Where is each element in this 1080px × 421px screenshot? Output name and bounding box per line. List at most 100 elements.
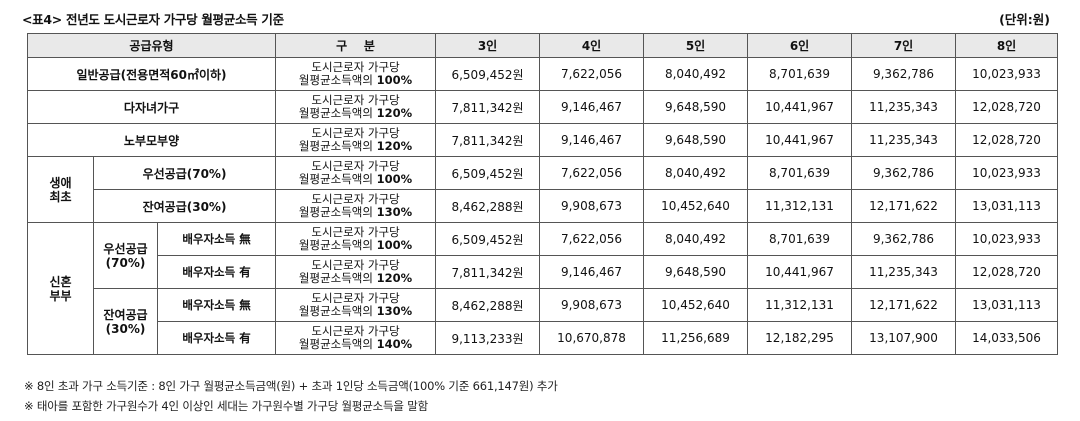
- table-row: 배우자소득 有 도시근로자 가구당 월평균소득액의 120% 7,811,342원 9,…: [28, 255, 1059, 289]
- value-cell: 8,040,492: [643, 222, 749, 256]
- value-cell: 8,462,288원: [435, 288, 541, 322]
- value-cell: 12,028,720: [955, 123, 1059, 157]
- subgroup-label: 우선공급(70%): [103, 241, 148, 270]
- value-cell: 8,701,639: [747, 156, 853, 190]
- value-cell: 11,256,689: [643, 321, 749, 355]
- spouse-income-label: 배우자소득 無: [156, 288, 277, 322]
- table-title: <표4> 전년도 도시근로자 가구당 월평균소득 기준: [22, 12, 284, 27]
- value-cell: 6,509,452원: [435, 156, 541, 190]
- row-label: 노부모부양: [26, 123, 277, 157]
- group-first-life: 생애최초: [27, 156, 94, 223]
- income-standard-cell: 도시근로자 가구당 월평균소득액의 100%: [275, 222, 437, 256]
- table-row: 생애최초 우선공급(70%) 도시근로자 가구당 월평균소득액의 100% 6,509,…: [27, 156, 1059, 223]
- standard-line-1: 도시근로자 가구당: [311, 225, 400, 239]
- value-cell: 9,146,467: [539, 90, 645, 124]
- standard-line-1: 도시근로자 가구당: [311, 159, 400, 173]
- subgroup-priority: 우선공급(70%): [93, 222, 158, 289]
- standard-line-2: 월평균소득액의 130%: [277, 205, 435, 219]
- group-label: 신혼부부: [49, 274, 72, 303]
- spouse-income-label: 배우자소득 有: [156, 321, 277, 355]
- row-label: 잔여공급(30%): [92, 189, 277, 223]
- value-cell: 13,031,113: [955, 189, 1059, 223]
- value-cell: 9,648,590: [643, 90, 749, 124]
- table-row: 다자녀가구 도시근로자 가구당 월평균소득액의 120% 7,811,342원 9,14…: [26, 90, 1059, 124]
- value-cell: 10,441,967: [747, 90, 853, 124]
- standard-line-2: 월평균소득액의 100%: [277, 73, 435, 87]
- row-label: 일반공급(전용면적60㎡이하): [26, 57, 277, 91]
- standard-mid: 월평균소득액의: [298, 337, 373, 351]
- value-cell: 10,452,640: [643, 288, 749, 322]
- value-cell: 7,622,056: [539, 156, 645, 190]
- standard-mid: 월평균소득액의: [298, 139, 373, 153]
- standard-line-1: 도시근로자 가구당: [311, 324, 400, 338]
- value-cell: 10,670,878: [539, 321, 645, 355]
- value-cell: 10,023,933: [955, 156, 1059, 190]
- value-cell: 9,908,673: [539, 288, 645, 322]
- value-cell: 12,028,720: [955, 255, 1059, 289]
- value-cell: 12,171,622: [851, 189, 957, 223]
- standard-mid: 월평균소득액의: [298, 238, 373, 252]
- footnote-1: ※ 8인 초과 가구 소득기준 : 8인 가구 월평균소득금액(원) + 초과 …: [24, 379, 558, 393]
- standard-percent: 100%: [376, 73, 413, 87]
- standard-line-1: 도시근로자 가구당: [311, 126, 400, 140]
- header-row: 공급유형 구 분 3인 4인 5인 6인 7인 8인: [26, 33, 1059, 58]
- header-col-5: 5인: [643, 33, 749, 58]
- standard-line-2: 월평균소득액의 100%: [277, 172, 435, 186]
- income-standard-table: 공급유형 구 분 3인 4인 5인 6인 7인 8인 일반공급(전용면적60㎡이…: [26, 33, 1059, 355]
- standard-percent: 120%: [376, 106, 413, 120]
- standard-percent: 130%: [376, 304, 413, 318]
- standard-mid: 월평균소득액의: [298, 205, 373, 219]
- unit-label: (단위:원): [999, 12, 1050, 27]
- standard-percent: 100%: [376, 172, 413, 186]
- standard-percent: 120%: [376, 271, 413, 285]
- income-standard-cell: 도시근로자 가구당 월평균소득액의 120%: [275, 90, 437, 124]
- value-cell: 13,107,900: [851, 321, 957, 355]
- header-col-7: 7인: [851, 33, 957, 58]
- standard-line-2: 월평균소득액의 140%: [277, 337, 435, 351]
- value-cell: 10,023,933: [955, 222, 1059, 256]
- value-cell: 7,622,056: [539, 222, 645, 256]
- group-newlywed: 신혼부부: [27, 222, 94, 355]
- header-col-3: 3인: [435, 33, 541, 58]
- standard-line-1: 도시근로자 가구당: [311, 60, 400, 74]
- income-standard-cell: 도시근로자 가구당 월평균소득액의 140%: [275, 321, 437, 355]
- standard-line-2: 월평균소득액의 100%: [277, 238, 435, 252]
- value-cell: 9,362,786: [851, 222, 957, 256]
- standard-percent: 120%: [376, 139, 413, 153]
- income-standard-cell: 도시근로자 가구당 월평균소득액의 120%: [275, 255, 437, 289]
- standard-percent: 100%: [376, 238, 413, 252]
- value-cell: 6,509,452원: [435, 222, 541, 256]
- value-cell: 9,362,786: [851, 156, 957, 190]
- table-row: 배우자소득 有 도시근로자 가구당 월평균소득액의 140% 9,113,233원 10…: [28, 321, 1059, 355]
- value-cell: 11,235,343: [851, 123, 957, 157]
- value-cell: 10,441,967: [747, 255, 853, 289]
- standard-line-1: 도시근로자 가구당: [311, 291, 400, 305]
- standard-percent: 130%: [376, 205, 413, 219]
- value-cell: 9,908,673: [539, 189, 645, 223]
- income-standard-cell: 도시근로자 가구당 월평균소득액의 100%: [275, 156, 437, 190]
- row-label: 우선공급(70%): [92, 156, 277, 190]
- spouse-income-label: 배우자소득 有: [156, 255, 277, 289]
- standard-line-1: 도시근로자 가구당: [311, 258, 400, 272]
- value-cell: 11,235,343: [851, 255, 957, 289]
- value-cell: 9,113,233원: [435, 321, 541, 355]
- value-cell: 9,146,467: [539, 123, 645, 157]
- header-col-6: 6인: [747, 33, 853, 58]
- value-cell: 8,040,492: [643, 156, 749, 190]
- standard-line-1: 도시근로자 가구당: [311, 192, 400, 206]
- standard-line-2: 월평균소득액의 120%: [277, 271, 435, 285]
- value-cell: 11,235,343: [851, 90, 957, 124]
- header-col-4: 4인: [539, 33, 645, 58]
- value-cell: 8,040,492: [643, 57, 749, 91]
- value-cell: 7,622,056: [539, 57, 645, 91]
- value-cell: 11,312,131: [747, 288, 853, 322]
- value-cell: 7,811,342원: [435, 90, 541, 124]
- spouse-income-label: 배우자소득 無: [156, 222, 277, 256]
- table-row: 신혼부부 우선공급(70%) 배우자소득 無 도시근로자 가구당 월평균소득액의 100…: [27, 222, 1059, 355]
- value-cell: 6,509,452원: [435, 57, 541, 91]
- standard-percent: 140%: [376, 337, 413, 351]
- footnote-2: ※ 태아를 포함한 가구원수가 4인 이상인 세대는 가구원수별 가구당 월평균…: [24, 399, 429, 413]
- standard-line-1: 도시근로자 가구당: [311, 93, 400, 107]
- header-category: 구 분: [275, 33, 437, 58]
- value-cell: 14,033,506: [955, 321, 1059, 355]
